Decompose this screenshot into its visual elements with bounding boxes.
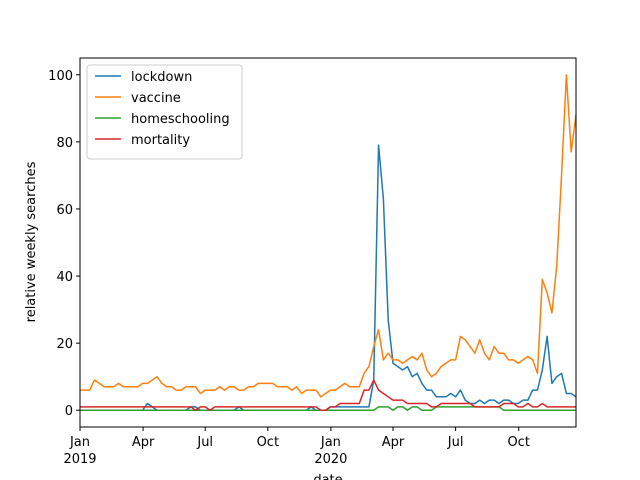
x-tick-label: Jan bbox=[320, 435, 341, 450]
x-axis-label: date bbox=[313, 473, 342, 480]
legend-box bbox=[86, 64, 243, 160]
x-tick-label: Oct bbox=[257, 435, 279, 450]
y-axis-label: relative weekly searches bbox=[24, 161, 39, 322]
legend-label: vaccine bbox=[131, 91, 181, 106]
y-tick-label: 60 bbox=[56, 203, 73, 218]
y-tick-label: 0 bbox=[65, 404, 73, 419]
series-line bbox=[80, 379, 576, 411]
plot-frame bbox=[79, 57, 577, 428]
x-tick-label: Oct bbox=[507, 435, 529, 450]
x-tick-label: Apr bbox=[382, 435, 405, 450]
x-tick-label: Jul bbox=[447, 435, 464, 450]
y-tick-label: 100 bbox=[48, 69, 73, 84]
y-tick-label: 40 bbox=[56, 270, 73, 285]
legend-label: mortality bbox=[131, 133, 190, 148]
x-tick-label: Apr bbox=[132, 435, 155, 450]
legend-label: homeschooling bbox=[131, 112, 230, 127]
x-tick-year: 2020 bbox=[314, 452, 347, 467]
x-tick-label: Jul bbox=[196, 435, 213, 450]
y-tick-label: 80 bbox=[56, 136, 73, 151]
y-tick-label: 20 bbox=[56, 337, 73, 352]
x-tick-year: 2019 bbox=[63, 452, 96, 467]
series-line bbox=[80, 74, 577, 398]
legend-label: lockdown bbox=[131, 70, 192, 85]
x-tick-label: Jan bbox=[69, 435, 90, 450]
